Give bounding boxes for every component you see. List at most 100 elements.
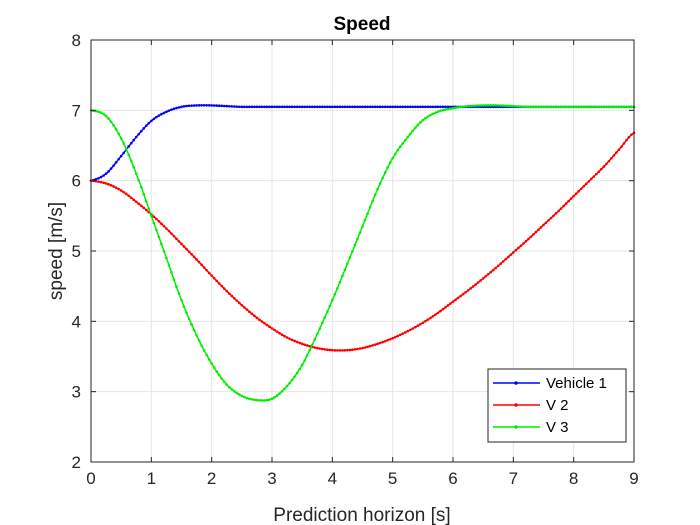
data-point-marker: [424, 105, 427, 109]
data-point-marker: [147, 207, 151, 211]
data-point-marker: [393, 152, 397, 156]
data-point-marker: [411, 105, 415, 109]
data-point-marker: [280, 105, 284, 109]
data-point-marker: [388, 161, 392, 164]
data-point-marker: [315, 332, 319, 336]
data-point-marker: [99, 175, 103, 179]
data-point-marker: [320, 347, 324, 351]
data-point-marker: [278, 331, 281, 335]
data-point-marker: [376, 187, 379, 191]
data-point-marker: [165, 227, 168, 230]
data-point-marker: [434, 111, 437, 115]
data-point-marker: [185, 247, 188, 251]
data-point-marker: [562, 105, 565, 109]
data-point-marker: [180, 298, 183, 302]
data-point-marker: [107, 183, 110, 186]
data-point-marker: [326, 348, 329, 352]
x-tick-label: 1: [147, 469, 156, 488]
data-point-marker: [290, 338, 294, 342]
data-point-marker: [474, 104, 477, 107]
data-point-marker: [305, 354, 309, 357]
x-axis-label: Prediction horizon [s]: [273, 505, 450, 525]
data-point-marker: [207, 358, 211, 361]
data-point-marker: [142, 192, 146, 196]
data-point-marker: [278, 105, 281, 109]
data-point-marker: [592, 175, 596, 178]
data-point-marker: [182, 305, 186, 308]
data-point-marker: [574, 192, 578, 195]
data-point-marker: [243, 105, 246, 109]
data-point-marker: [295, 105, 299, 109]
data-point-marker: [491, 268, 495, 272]
data-point-marker: [396, 148, 399, 152]
data-point-marker: [300, 105, 304, 109]
data-point-marker: [172, 278, 176, 281]
data-point-marker: [597, 170, 601, 173]
x-tick-label: 3: [267, 469, 276, 488]
data-point-marker: [104, 182, 108, 185]
data-point-marker: [280, 333, 284, 337]
data-point-marker: [139, 204, 143, 208]
data-point-marker: [275, 105, 279, 109]
data-point-marker: [165, 256, 168, 260]
data-point-marker: [522, 242, 525, 245]
data-point-marker: [313, 338, 317, 341]
data-point-marker: [406, 329, 410, 333]
data-point-marker: [102, 174, 105, 177]
data-point-marker: [97, 110, 100, 114]
chart-title: Speed: [333, 14, 390, 35]
data-point-marker: [403, 331, 407, 334]
data-point-marker: [421, 105, 425, 109]
data-point-marker: [444, 108, 447, 111]
data-point-marker: [499, 262, 503, 265]
data-point-marker: [424, 116, 427, 120]
y-tick-label: 2: [72, 453, 81, 472]
data-point-marker: [630, 105, 633, 109]
data-point-marker: [348, 348, 352, 352]
data-point-marker: [114, 186, 118, 189]
data-point-marker: [494, 104, 498, 107]
data-point-marker: [253, 398, 256, 402]
data-point-marker: [227, 385, 231, 389]
data-point-marker: [243, 395, 246, 399]
data-point-marker: [363, 218, 367, 222]
data-point-marker: [501, 260, 505, 263]
data-point-marker: [273, 328, 276, 332]
data-point-marker: [227, 292, 231, 295]
data-point-marker: [424, 319, 427, 323]
data-point-marker: [403, 138, 407, 142]
data-point-marker: [248, 397, 251, 401]
data-point-marker: [320, 321, 324, 325]
data-point-marker: [167, 109, 171, 112]
data-point-marker: [358, 231, 362, 234]
data-point-marker: [114, 128, 118, 131]
data-point-marker: [401, 332, 405, 335]
data-point-marker: [197, 339, 201, 342]
data-point-marker: [225, 383, 229, 386]
data-point-marker: [361, 105, 364, 109]
data-point-marker: [129, 141, 133, 145]
data-point-marker: [449, 302, 452, 305]
data-point-marker: [220, 284, 224, 288]
data-point-marker: [150, 119, 153, 123]
data-point-marker: [504, 257, 508, 261]
data-point-marker: [303, 359, 306, 362]
data-point-marker: [368, 206, 372, 209]
x-tick-label: 0: [86, 469, 95, 488]
data-point-marker: [238, 105, 241, 109]
data-point-marker: [283, 334, 286, 338]
data-point-marker: [512, 251, 515, 254]
data-point-marker: [361, 225, 364, 228]
data-point-marker: [134, 200, 138, 204]
data-point-marker: [620, 105, 623, 109]
data-point-marker: [139, 129, 143, 133]
data-point-marker: [547, 219, 550, 222]
data-point-marker: [238, 393, 241, 396]
data-point-marker: [622, 142, 626, 145]
data-point-marker: [333, 349, 337, 352]
data-point-marker: [429, 113, 432, 117]
data-point-marker: [574, 105, 578, 109]
data-point-marker: [222, 104, 226, 108]
data-point-marker: [122, 142, 125, 145]
